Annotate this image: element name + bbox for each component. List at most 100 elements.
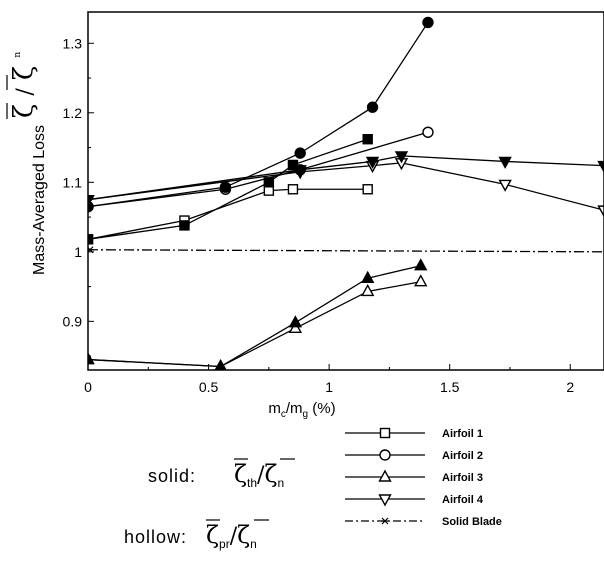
series-airfoil-4-solid [88,151,604,208]
y-axis-ratio-slash: / [13,88,38,96]
series-line-airfoil-1-hollow [88,188,368,240]
data-point-airfoil-4-solid-5 [597,160,604,174]
y-axis-ratio: ζ / ζ n [6,52,39,119]
annotation-hollow: hollow: ζpr/ζn [124,519,269,551]
annotation-hollow-num-sub: pr [219,537,230,551]
data-point-airfoil-4-solid-3 [394,151,409,164]
legend-item-airfoil-1: Airfoil 1 [345,427,483,440]
y-tick-label: 1.3 [63,35,83,51]
legend-marker-airfoil-1 [379,427,391,439]
y-axis-zeta-den: ζ [9,66,39,80]
annotation-hollow-label: hollow: [124,527,187,547]
data-point-airfoil-1-solid-1 [179,220,190,231]
plot-frame [87,11,604,371]
series-airfoil-1-solid [88,134,373,245]
data-point-airfoil-3-hollow-4 [414,274,428,287]
y-axis-zeta-num: ζ [9,104,39,118]
y-axis-den-sub: n [13,52,23,58]
x-label-c: c [281,409,286,420]
series-line-airfoil-4-hollow [88,162,604,211]
data-point-airfoil-2-solid-3 [366,101,379,113]
legend-item-airfoil-3: Airfoil 3 [345,469,483,484]
x-axis-label: mc/mg (%) [268,400,335,420]
annotation-hollow-den-sub: n [250,537,257,551]
annotation-solid-slash: / [257,463,265,488]
annotation-hollow-slash: / [230,524,238,549]
data-point-airfoil-4-solid-1 [293,165,307,178]
legend-item-airfoil-2: Airfoil 2 [345,449,483,462]
legend-marker-airfoil-2 [379,449,391,461]
legend-marker-airfoil-4 [378,494,392,507]
x-tick-label: 1 [325,379,333,395]
ticks-layer: 0 0.5 1 1.5 2 0.9 1 1.1 1.2 1.3 [63,35,575,395]
y-axis-label-text: Mass-Averaged Loss [31,125,48,275]
annotation-solid-zeta-den: ζ [264,460,277,488]
data-point-airfoil-1-hollow-3 [287,184,299,195]
annotation-hollow-zeta-den: ζ [237,521,250,549]
data-point-airfoil-2-solid-1 [219,181,232,193]
svg-text:solid:: solid: [148,466,196,486]
svg-text:Mass-Averaged Loss: Mass-Averaged Loss [31,125,48,275]
legend-marker-airfoil-3 [378,469,392,482]
data-point-airfoil-4-hollow-5 [597,205,604,218]
annotation-solid-label: solid: [148,466,196,486]
annotation-solid: solid: ζth/ζn [148,458,295,490]
data-point-airfoil-1-solid-0 [88,234,94,245]
y-axis-label: Mass-Averaged Loss [31,125,48,275]
x-label-m: m [268,400,281,417]
data-point-airfoil-3-solid-2 [288,315,303,328]
legend-item-airfoil-4: Airfoil 4 [345,494,484,507]
data-point-airfoil-1-solid-4 [362,134,373,145]
svg-text:ζth/ζn: ζth/ζn [234,460,284,490]
legend-marker-solid-blade [381,517,389,525]
x-tick-label: 0.5 [199,379,219,395]
series-solid-blade-dashdot [88,246,604,254]
data-point-airfoil-2-solid-2 [294,147,306,159]
y-tick-label: 1.2 [63,105,83,121]
series-airfoil-2-solid [88,16,434,213]
x-label-slash: /m [286,400,303,417]
series-airfoil-4-hollow [88,158,604,218]
x-tick-label: 2 [566,379,574,395]
legend-label: Airfoil 3 [442,472,483,484]
series-line-solid-blade-dashdot [88,249,604,253]
data-point-airfoil-3-solid-3 [361,270,375,283]
x-tick-label: 1.5 [440,379,460,395]
data-point-airfoil-2-hollow-3 [422,126,434,138]
annotation-solid-num-sub: th [247,476,257,490]
series-line-airfoil-2-solid [88,22,429,208]
data-point-airfoil-2-solid-4 [422,16,434,29]
series-line-airfoil-2-hollow [88,131,429,208]
y-tick-label: 1 [74,244,82,260]
legend-label: Airfoil 4 [442,494,484,506]
x-label-g: g [303,409,309,420]
y-tick-label: 1.1 [63,174,83,190]
series-line-airfoil-4-solid [88,155,604,201]
legend-label: Solid Blade [442,516,502,528]
svg-text:ζpr/ζn: ζpr/ζn [206,521,257,551]
data-point-airfoil-3-solid-1 [214,359,227,370]
series-airfoil-3-hollow [88,274,428,370]
svg-text:hollow:: hollow: [124,527,187,547]
data-point-airfoil-4-solid-2 [365,156,380,169]
data-point-airfoil-3-hollow-3 [361,283,375,297]
legend-item-solid-blade: Solid Blade [345,516,502,528]
legend: Airfoil 1 Airfoil 2 Airfoil 3 Airfoil 4 Soli… [345,427,502,528]
data-point-airfoil-1-hollow-4 [362,184,373,195]
data-point-airfoil-4-solid-4 [498,156,512,169]
data-point-airfoil-4-hollow-4 [498,179,512,192]
y-tick-label: 0.9 [63,313,83,329]
annotation-solid-den-sub: n [277,476,284,490]
data-point-airfoil-4-solid-0 [88,194,95,208]
annotation-hollow-zeta-num: ζ [206,521,219,549]
legend-label: Airfoil 2 [442,450,483,462]
data-point-airfoil-3-solid-4 [414,258,428,271]
series-airfoil-3-solid [88,258,428,370]
plot-layer [88,16,604,370]
series-airfoil-2-hollow [88,126,434,213]
x-tick-label: 0 [84,379,92,395]
x-label-unit: (%) [308,400,336,417]
legend-label: Airfoil 1 [442,428,483,440]
annotation-solid-zeta-num: ζ [234,460,247,488]
